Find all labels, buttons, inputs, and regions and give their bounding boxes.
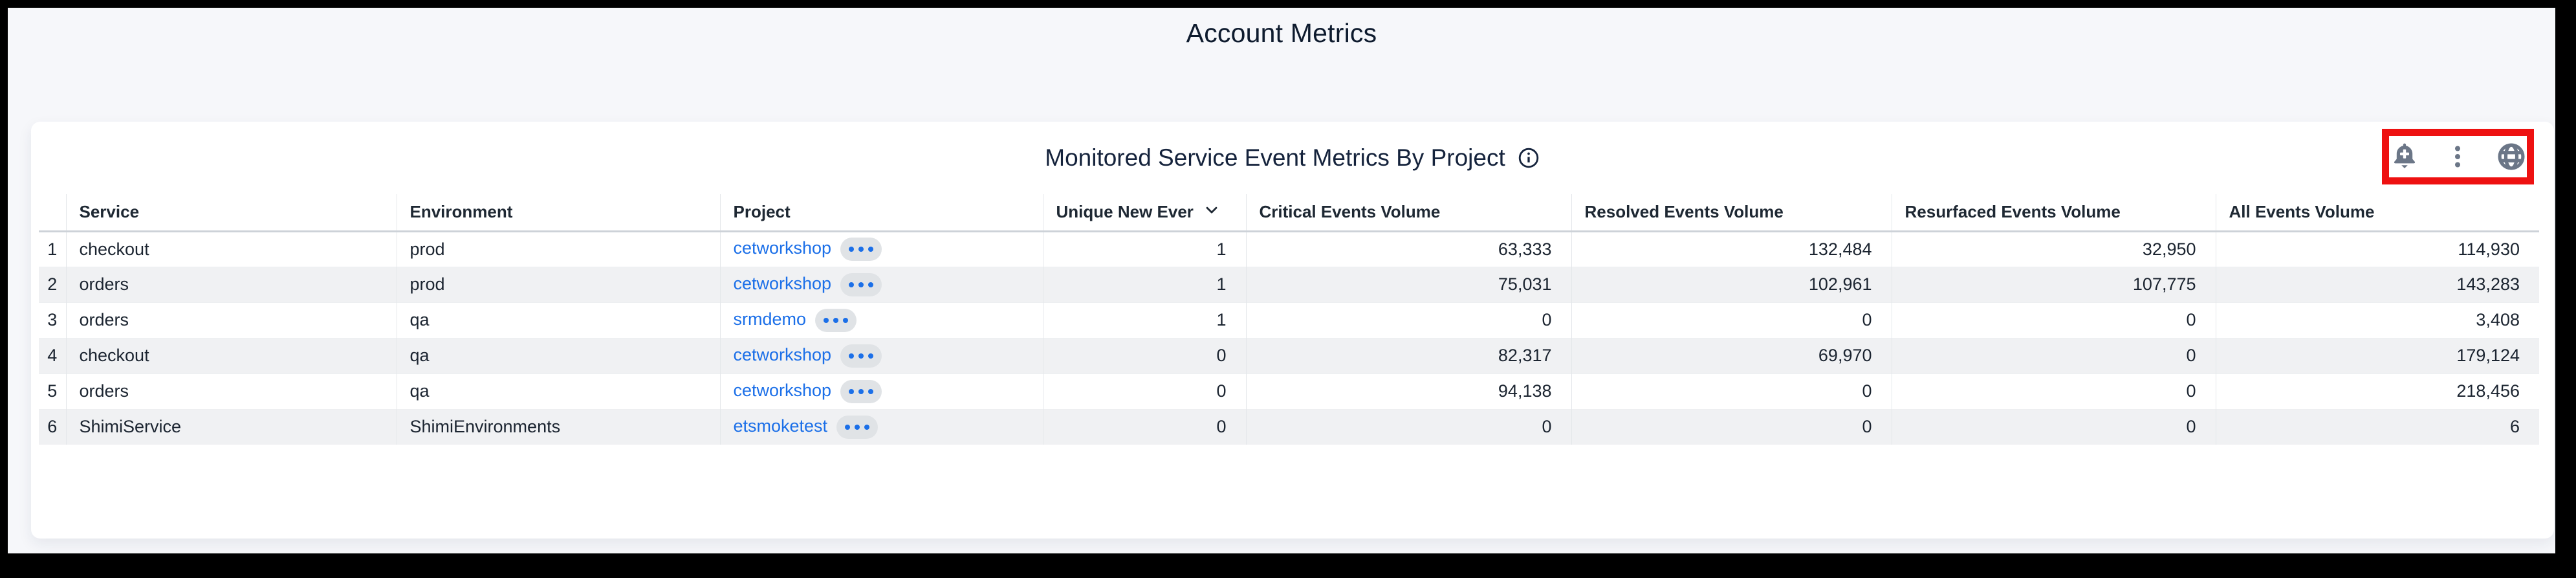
cell-critical-events-volume: 75,031 bbox=[1245, 266, 1571, 302]
cell-environment: qa bbox=[396, 337, 720, 373]
col-header-all-events-volume[interactable]: All Events Volume bbox=[2215, 194, 2539, 232]
kebab-menu-icon[interactable] bbox=[2445, 142, 2471, 171]
globe-icon[interactable] bbox=[2495, 140, 2527, 173]
row-index: 1 bbox=[47, 239, 58, 259]
cell-unique-new-events: 1 bbox=[1042, 266, 1246, 302]
project-actions-pill[interactable] bbox=[836, 415, 879, 439]
cell-critical-events-volume: 94,138 bbox=[1245, 373, 1571, 409]
col-header-resolved-events-volume[interactable]: Resolved Events Volume bbox=[1571, 194, 1892, 232]
col-header-critical-events-volume[interactable]: Critical Events Volume bbox=[1245, 194, 1571, 232]
cell-all-events-volume: 143,283 bbox=[2215, 266, 2539, 302]
cell-project: cetworkshop bbox=[719, 266, 1043, 302]
col-header-environment[interactable]: Environment bbox=[396, 194, 720, 232]
cell-critical-events-volume: 0 bbox=[1245, 408, 1571, 445]
cell-environment: prod bbox=[396, 231, 720, 267]
col-header-label: Unique New Ever bbox=[1056, 202, 1194, 222]
sort-chevron-down-icon[interactable] bbox=[1203, 201, 1221, 223]
cell-service: orders bbox=[65, 373, 397, 409]
project-link[interactable]: cetworkshop bbox=[733, 238, 832, 258]
project-link[interactable]: cetworkshop bbox=[733, 380, 832, 400]
highlight-box bbox=[2382, 129, 2534, 184]
row-index: 3 bbox=[39, 302, 66, 338]
project-actions-pill[interactable] bbox=[840, 272, 882, 296]
cell-resolved-events-volume: 0 bbox=[1571, 373, 1892, 409]
table-header-row: Service Environment Project Unique New E… bbox=[39, 194, 2539, 232]
table-row: 2 orders prod cetworkshop 1 75,031 102,9… bbox=[39, 266, 2539, 302]
cell-all-events-volume: 114,930 bbox=[2215, 231, 2539, 267]
col-header-unique-new-events[interactable]: Unique New Ever bbox=[1042, 194, 1246, 232]
cell-environment: qa bbox=[396, 373, 720, 409]
cell-project: cetworkshop bbox=[719, 373, 1043, 409]
cell-environment: qa bbox=[396, 302, 720, 338]
cell-resurfaced-events-volume: 0 bbox=[1891, 408, 2216, 445]
project-actions-pill[interactable] bbox=[840, 238, 882, 261]
project-link[interactable]: etsmoketest bbox=[733, 416, 828, 436]
cell-project: cetworkshop bbox=[719, 231, 1043, 267]
cell-unique-new-events: 1 bbox=[1042, 231, 1246, 267]
row-index: 2 bbox=[39, 266, 66, 302]
cell-critical-events-volume: 0 bbox=[1245, 302, 1571, 338]
table-row: 4 checkout qa cetworkshop 0 82,317 69,97… bbox=[39, 337, 2539, 373]
project-actions-pill[interactable] bbox=[815, 308, 857, 332]
cell-environment: ShimiEnvironments bbox=[396, 408, 720, 445]
cell-service: ShimiService bbox=[65, 408, 397, 445]
cell-critical-events-volume: 63,333 bbox=[1245, 231, 1571, 267]
cell-project: etsmoketest bbox=[719, 408, 1043, 445]
page-title: Account Metrics bbox=[1186, 18, 1377, 48]
row-index: 4 bbox=[39, 337, 66, 373]
project-actions-pill[interactable] bbox=[840, 344, 882, 368]
cell-all-events-volume: 218,456 bbox=[2215, 373, 2539, 409]
cell-all-events-volume: 3,408 bbox=[2215, 302, 2539, 338]
cell-resolved-events-volume: 0 bbox=[1571, 302, 1892, 338]
table-panel: Monitored Service Event Metrics By Proje… bbox=[31, 122, 2554, 539]
project-actions-pill[interactable] bbox=[840, 379, 882, 403]
cell-project: cetworkshop bbox=[719, 337, 1043, 373]
cell-resurfaced-events-volume: 0 bbox=[1891, 337, 2216, 373]
table-row: 5 orders qa cetworkshop 0 94,138 0 0 218… bbox=[39, 373, 2539, 409]
cell-service: orders bbox=[65, 266, 397, 302]
row-index: 5 bbox=[39, 373, 66, 409]
project-link[interactable]: cetworkshop bbox=[733, 344, 832, 364]
cell-resolved-events-volume: 69,970 bbox=[1571, 337, 1892, 373]
cell-service: checkout bbox=[65, 231, 397, 267]
project-link[interactable]: srmdemo bbox=[733, 309, 807, 329]
col-header-service[interactable]: Service bbox=[65, 194, 397, 232]
cell-all-events-volume: 179,124 bbox=[2215, 337, 2539, 373]
table-row: 3 orders qa srmdemo 1 0 0 0 3,408 bbox=[39, 302, 2539, 338]
table-row: 1 checkout prod cetworkshop 1 63,333 132… bbox=[39, 231, 2539, 267]
cell-project: srmdemo bbox=[719, 302, 1043, 338]
cell-resurfaced-events-volume: 32,950 bbox=[1891, 231, 2216, 267]
cell-critical-events-volume: 82,317 bbox=[1245, 337, 1571, 373]
cell-resurfaced-events-volume: 107,775 bbox=[1891, 266, 2216, 302]
metrics-table: Service Environment Project Unique New E… bbox=[39, 194, 2539, 445]
row-index: 6 bbox=[39, 408, 66, 445]
cell-environment: prod bbox=[396, 266, 720, 302]
row-index-header bbox=[39, 194, 66, 232]
cell-resolved-events-volume: 0 bbox=[1571, 408, 1892, 445]
table-row: 6 ShimiService ShimiEnvironments etsmoke… bbox=[39, 408, 2539, 445]
cell-unique-new-events: 0 bbox=[1042, 337, 1246, 373]
cell-unique-new-events: 0 bbox=[1042, 408, 1246, 445]
cell-resurfaced-events-volume: 0 bbox=[1891, 302, 2216, 338]
cell-service: checkout bbox=[65, 337, 397, 373]
cell-resolved-events-volume: 102,961 bbox=[1571, 266, 1892, 302]
dashboard-viewport: Account Metrics Monitored Service Event … bbox=[8, 8, 2555, 553]
cell-resurfaced-events-volume: 0 bbox=[1891, 373, 2216, 409]
project-link[interactable]: cetworkshop bbox=[733, 273, 832, 293]
panel-header: Monitored Service Event Metrics By Proje… bbox=[31, 142, 2554, 173]
cell-all-events-volume: 6 bbox=[2215, 408, 2539, 445]
cell-service: orders bbox=[65, 302, 397, 338]
bell-plus-icon[interactable] bbox=[2389, 141, 2420, 172]
col-header-project[interactable]: Project bbox=[719, 194, 1043, 232]
cell-unique-new-events: 0 bbox=[1042, 373, 1246, 409]
cell-resolved-events-volume: 132,484 bbox=[1571, 231, 1892, 267]
col-header-resurfaced-events-volume[interactable]: Resurfaced Events Volume bbox=[1891, 194, 2216, 232]
panel-title: Monitored Service Event Metrics By Proje… bbox=[1045, 144, 1505, 171]
cell-unique-new-events: 1 bbox=[1042, 302, 1246, 338]
info-icon[interactable] bbox=[1517, 146, 1540, 170]
